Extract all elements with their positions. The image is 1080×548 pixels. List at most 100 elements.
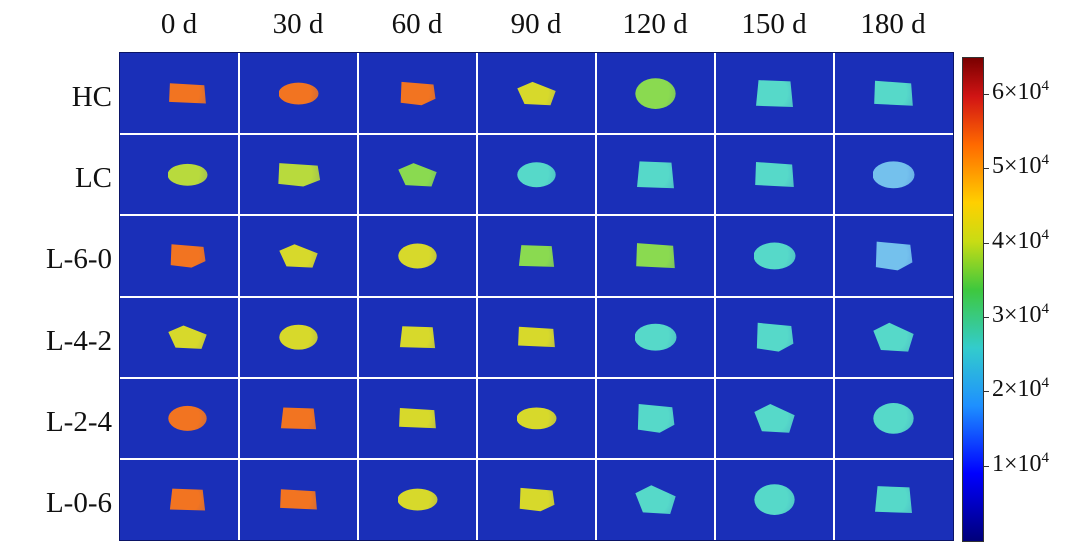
row-label: L-2-4 [45, 405, 112, 438]
grid-cell [120, 134, 239, 215]
column-label: 120 d [622, 8, 688, 40]
grid-cell [834, 459, 953, 540]
sample-image [635, 485, 676, 514]
sample-image [637, 161, 674, 189]
column-label: 60 d [391, 8, 443, 40]
sample-image [872, 161, 915, 189]
sample-image [169, 83, 206, 104]
sample-image [168, 405, 207, 431]
grid-cell [715, 459, 834, 540]
colorbar-tick-label: 1×104 [992, 449, 1050, 477]
colorbar-tick [983, 242, 989, 244]
image-grid [119, 52, 954, 541]
sample-image [755, 161, 794, 187]
grid-cell [239, 215, 358, 296]
sample-image [278, 82, 319, 105]
colorbar-tick-label: 5×104 [992, 152, 1050, 180]
grid-cell [120, 53, 239, 134]
grid-cell [834, 53, 953, 134]
grid-cell [477, 459, 596, 540]
sample-image [170, 244, 206, 268]
grid-divider [120, 458, 953, 460]
grid-cell [715, 297, 834, 378]
sample-image [874, 80, 913, 106]
sample-image [400, 81, 436, 106]
grid-divider [120, 133, 953, 136]
grid-divider [120, 214, 953, 217]
grid-cell [834, 134, 953, 215]
grid-cell [596, 297, 715, 378]
sample-image [875, 241, 913, 271]
sample-image [637, 403, 675, 433]
grid-cell [715, 215, 834, 296]
column-label: 90 d [510, 8, 562, 40]
sample-image [169, 488, 206, 511]
sample-image [519, 487, 555, 512]
sample-image [280, 407, 317, 430]
sample-image [517, 162, 556, 188]
sample-image [168, 325, 207, 349]
grid-cell [596, 134, 715, 215]
sample-image [873, 403, 914, 434]
colorbar-tick-label: 2×104 [992, 375, 1050, 403]
grid-cell [834, 378, 953, 459]
sample-image [754, 403, 795, 433]
grid-cell [596, 459, 715, 540]
colorbar-tick-label: 4×104 [992, 226, 1050, 254]
sample-image [517, 81, 556, 106]
grid-cell [715, 378, 834, 459]
grid-cell [477, 215, 596, 296]
colorbar-tick [983, 391, 989, 393]
sample-image [518, 245, 555, 267]
grid-cell [120, 459, 239, 540]
column-label: 150 d [741, 8, 807, 40]
grid-cell [358, 297, 477, 378]
sample-image [516, 407, 557, 430]
colorbar-tick [983, 317, 989, 319]
sample-image [518, 326, 555, 348]
row-label: LC [74, 162, 112, 195]
sample-image [399, 407, 436, 429]
colorbar-tick-label: 3×104 [992, 301, 1050, 329]
grid-cell [358, 134, 477, 215]
grid-cell [834, 297, 953, 378]
grid-cell [239, 53, 358, 134]
row-label: L-6-0 [45, 243, 112, 276]
column-label: 0 d [160, 8, 198, 40]
grid-cell [477, 378, 596, 459]
sample-image [167, 163, 208, 186]
sample-image [634, 323, 677, 351]
watermark: 大数跨境 [6, 518, 86, 542]
sample-image [873, 322, 914, 352]
colorbar-tick [983, 465, 989, 467]
grid-divider [120, 376, 953, 379]
grid-cell [715, 53, 834, 134]
sample-image [635, 78, 676, 109]
sample-image [398, 243, 437, 269]
colorbar [962, 57, 984, 542]
sample-image [397, 488, 438, 511]
grid-cell [358, 215, 477, 296]
grid-cell [477, 53, 596, 134]
grid-cell [358, 53, 477, 134]
grid-cell [596, 215, 715, 296]
sample-image [754, 484, 795, 515]
sample-image [279, 244, 318, 268]
sample-image [756, 80, 793, 108]
row-label: L-0-6 [45, 487, 112, 519]
sample-image [399, 326, 436, 349]
grid-cell [239, 459, 358, 540]
column-label: 180 d [860, 8, 926, 40]
grid-cell [120, 378, 239, 459]
colorbar-tick [983, 168, 989, 170]
grid-cell [834, 215, 953, 296]
row-label: HC [71, 81, 112, 113]
grid-cell [715, 134, 834, 215]
grid-cell [120, 297, 239, 378]
row-label: L-4-2 [45, 324, 112, 357]
grid-cell [596, 378, 715, 459]
sample-image [280, 489, 317, 510]
grid-cell [477, 297, 596, 378]
colorbar-tick [983, 94, 989, 96]
